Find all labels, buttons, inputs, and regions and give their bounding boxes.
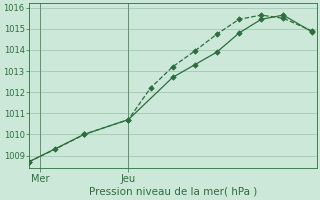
X-axis label: Pression niveau de la mer( hPa ): Pression niveau de la mer( hPa ) <box>89 187 257 197</box>
